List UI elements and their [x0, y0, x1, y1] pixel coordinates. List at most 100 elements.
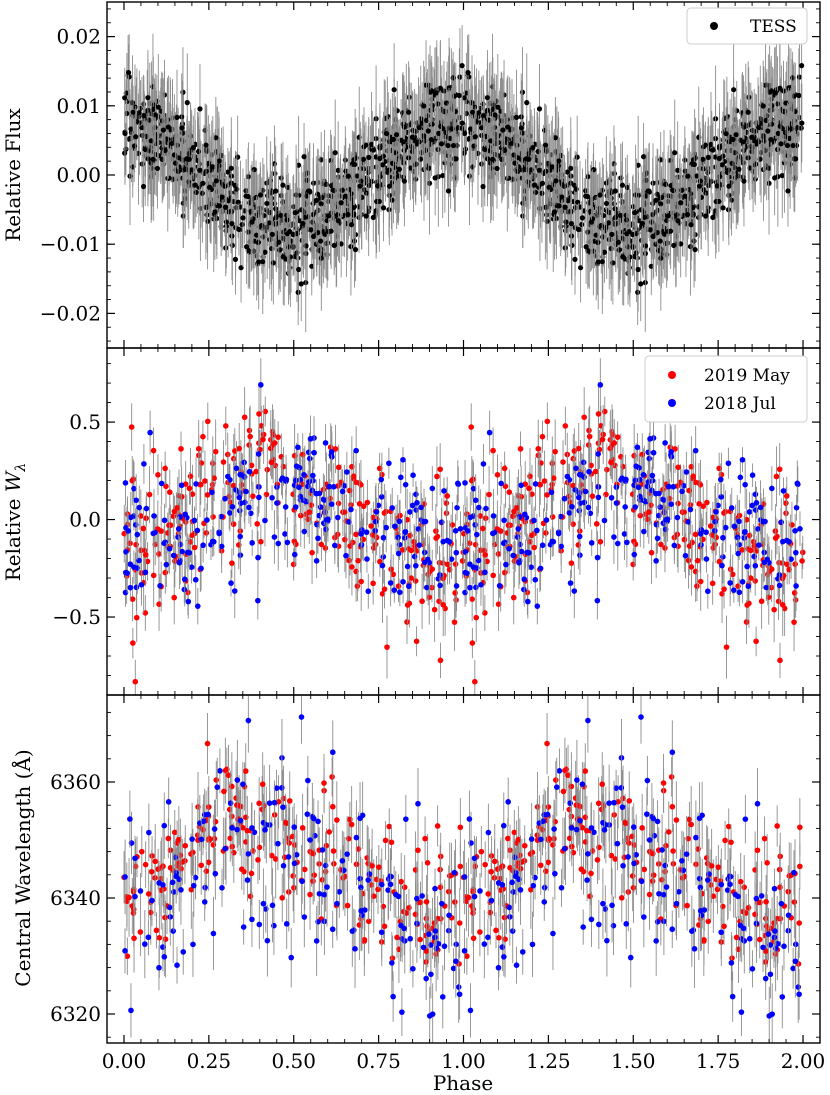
data-point — [586, 427, 592, 434]
data-point — [122, 130, 128, 137]
data-point — [179, 125, 185, 131]
data-point — [735, 583, 741, 589]
data-point — [346, 487, 353, 494]
data-point — [469, 640, 476, 646]
data-point — [150, 447, 157, 454]
data-point — [381, 586, 388, 592]
data-point — [649, 211, 656, 218]
data-point — [267, 445, 274, 452]
data-point — [260, 436, 266, 443]
data-point — [490, 447, 496, 454]
data-point — [438, 141, 445, 147]
data-point — [756, 125, 762, 131]
data-point — [583, 244, 589, 250]
data-point — [538, 460, 544, 466]
data-point — [492, 112, 498, 118]
data-point — [358, 178, 364, 184]
data-point — [517, 446, 524, 452]
data-point — [607, 445, 613, 452]
data-point — [280, 463, 287, 470]
data-point — [277, 247, 283, 253]
data-point — [206, 184, 213, 190]
data-point — [421, 103, 427, 109]
data-point — [300, 220, 306, 227]
data-point — [359, 536, 366, 543]
data-point — [390, 571, 396, 578]
data-point — [610, 260, 616, 266]
data-point — [536, 167, 542, 173]
data-point — [287, 254, 293, 260]
data-point — [335, 167, 341, 173]
data-point — [601, 249, 608, 255]
data-point — [350, 473, 357, 480]
data-point — [704, 499, 710, 506]
data-point — [323, 181, 329, 188]
data-point — [287, 229, 293, 235]
data-point — [687, 243, 694, 250]
data-point — [539, 433, 546, 440]
data-point — [228, 165, 234, 171]
data-point — [433, 90, 439, 96]
data-point — [295, 289, 301, 295]
data-point — [748, 547, 754, 554]
data-point — [581, 414, 587, 421]
data-point — [562, 423, 569, 429]
data-point — [773, 90, 779, 96]
data-point — [799, 120, 805, 126]
data-point — [495, 601, 502, 607]
data-point — [593, 521, 600, 527]
data-point — [368, 523, 374, 529]
data-point — [685, 173, 691, 179]
data-point — [178, 446, 184, 452]
data-point — [194, 157, 201, 164]
data-point — [140, 183, 147, 190]
data-point — [648, 549, 655, 556]
data-point — [444, 493, 451, 499]
data-point — [380, 162, 386, 168]
data-point — [615, 239, 621, 245]
data-point — [350, 205, 357, 211]
data-point — [266, 220, 272, 226]
data-point — [399, 547, 406, 553]
data-point — [564, 169, 570, 175]
data-point — [186, 485, 193, 492]
data-point — [163, 483, 169, 490]
data-point — [785, 188, 791, 194]
data-point — [150, 106, 156, 112]
data-point — [189, 532, 195, 539]
data-point — [299, 207, 305, 213]
data-point — [388, 566, 394, 573]
data-point — [791, 93, 797, 99]
data-point — [445, 142, 451, 149]
data-point — [532, 182, 538, 188]
data-point — [544, 418, 551, 425]
data-point — [198, 460, 205, 466]
data-point — [309, 263, 315, 269]
data-point — [184, 100, 190, 106]
data-point — [355, 557, 361, 564]
data-point — [235, 154, 241, 160]
data-point — [436, 130, 442, 136]
data-point — [357, 183, 363, 189]
data-point — [346, 557, 352, 564]
data-point — [632, 210, 638, 216]
panels: −0.02−0.010.000.010.02−0.50.00.563206340… — [40, 1, 825, 1073]
data-point — [626, 229, 632, 235]
data-point — [534, 157, 540, 164]
data-point — [258, 382, 264, 388]
data-point — [736, 512, 743, 519]
data-point — [682, 193, 688, 199]
data-point — [796, 74, 803, 80]
data-point — [419, 598, 425, 605]
data-point — [608, 459, 614, 466]
data-point — [712, 154, 718, 160]
data-point — [568, 221, 575, 227]
data-point — [195, 446, 202, 452]
data-point — [238, 265, 244, 271]
data-point — [437, 657, 444, 664]
data-point — [743, 619, 750, 625]
data-point — [128, 424, 135, 430]
data-point — [203, 530, 210, 536]
data-point — [169, 140, 175, 147]
data-point — [716, 155, 722, 162]
